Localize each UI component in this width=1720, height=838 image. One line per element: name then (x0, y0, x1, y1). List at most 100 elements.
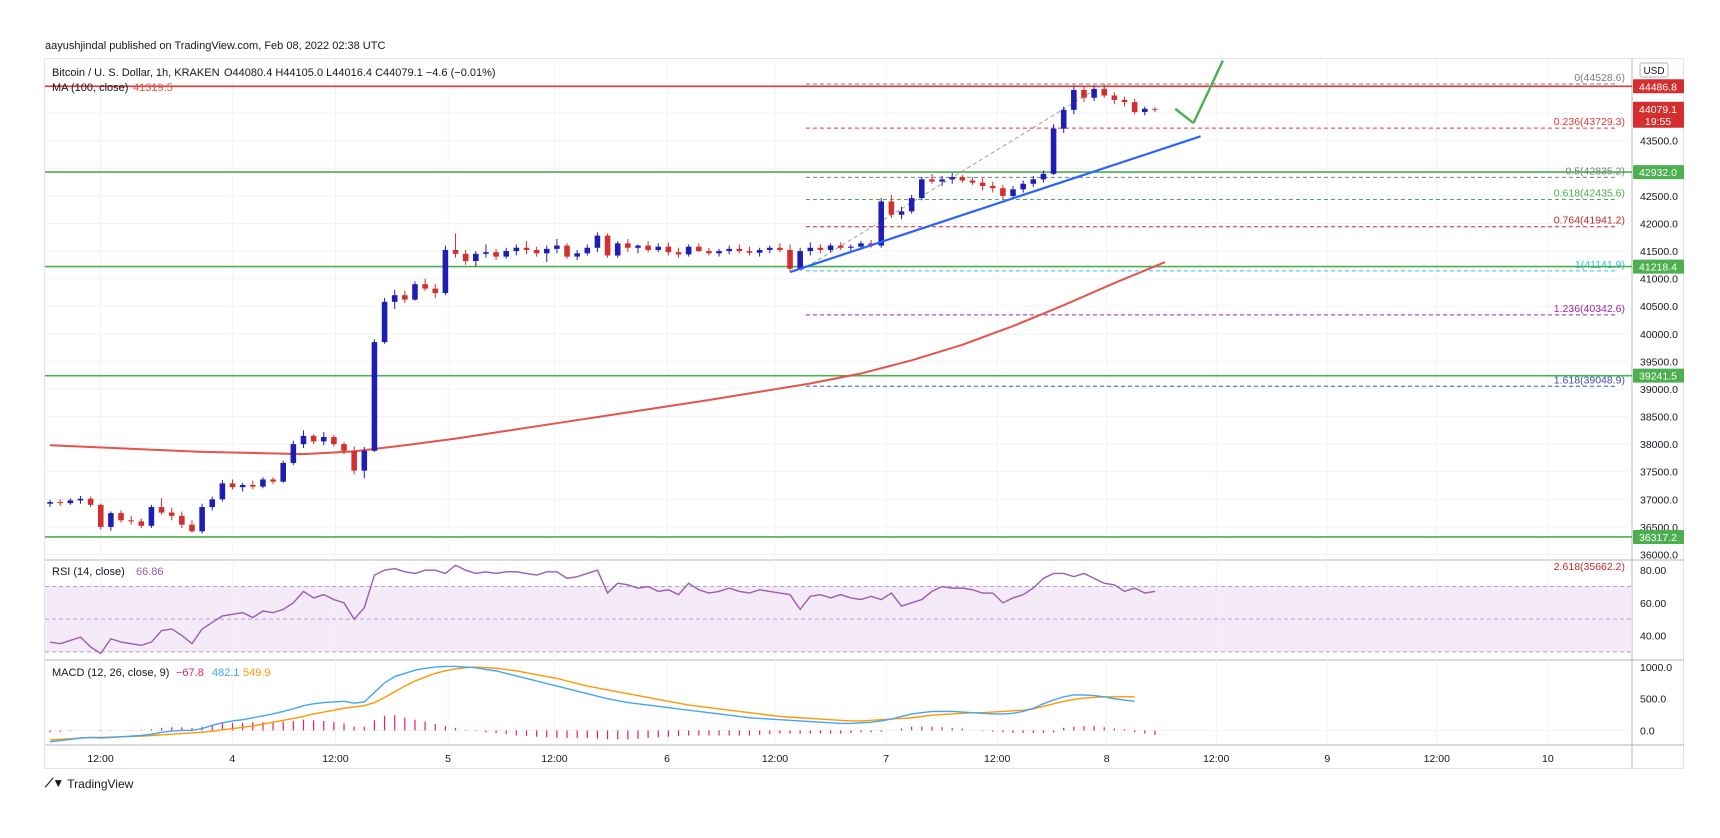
candle (625, 238, 631, 253)
candle-body (462, 253, 469, 262)
candle-body (716, 251, 722, 254)
price-badge-label: 41218.4 (1639, 262, 1677, 274)
candle (290, 440, 297, 466)
macd-signal-line (50, 666, 1135, 741)
candle-body (827, 245, 834, 250)
candle-body (290, 444, 297, 463)
y-tick-label: 37500.0 (1640, 467, 1678, 479)
price-badge-label: 39241.5 (1639, 371, 1677, 383)
candle-body (148, 507, 155, 526)
y-tick-label: 43500.0 (1640, 136, 1678, 148)
candle-body (209, 499, 216, 508)
candle (726, 245, 732, 255)
candle (665, 242, 672, 256)
rsi-tick-label: 80.00 (1640, 565, 1666, 577)
x-tick-label: 10 (1542, 753, 1554, 765)
price-badge (1633, 368, 1684, 383)
candle (1000, 184, 1006, 200)
candle-body (473, 253, 479, 262)
candle-body (635, 245, 641, 248)
candle-body (858, 243, 864, 247)
candle-body (361, 450, 368, 471)
x-tick-label: 12:00 (1203, 753, 1229, 765)
footer-brand[interactable]: TradingView (67, 776, 134, 791)
candle-body (696, 246, 702, 252)
candle (452, 233, 459, 258)
fib-label: 2.618(35662.2) (1554, 561, 1625, 573)
candle-body (320, 436, 327, 442)
candle-body (888, 201, 895, 215)
candle (67, 498, 74, 505)
candle-body (189, 524, 195, 532)
candle (594, 232, 601, 253)
candle (523, 241, 530, 255)
candle (473, 251, 479, 267)
price-badge (1633, 165, 1684, 180)
price-badges: 44486.8 44079.119:55 42932.0 41218.4 39241.5… (1633, 79, 1684, 544)
ma-legend-value: 41319.5 (133, 82, 173, 94)
candle-body (1040, 173, 1047, 180)
fib-label: 0(44528.6) (1574, 72, 1625, 84)
candle-body (442, 249, 449, 294)
candle-body (1111, 95, 1118, 100)
candle-body (513, 247, 520, 252)
candle (837, 242, 844, 250)
footer: ⟋▼ TradingView (45, 776, 133, 791)
candle-body (969, 180, 976, 183)
candle-body (412, 284, 418, 300)
rsi-tick-label: 60.00 (1640, 598, 1666, 610)
candle-body (848, 246, 854, 248)
candle-body (989, 185, 996, 189)
x-tick-label: 12:00 (87, 753, 113, 765)
candle-body (1121, 99, 1128, 103)
candle-body (280, 462, 286, 482)
candle (1071, 85, 1077, 115)
candle-body (239, 484, 246, 488)
candle (97, 503, 104, 530)
fib-label: 1(41141.9) (1575, 259, 1625, 271)
candle-body (726, 248, 732, 252)
candle-body (219, 483, 226, 500)
candle (1040, 170, 1047, 183)
horizontal-levels (45, 85, 1632, 538)
candle (675, 247, 682, 258)
candle (168, 507, 175, 521)
projection-up (1192, 60, 1224, 124)
macd-pane: 1000.0 500.0 0.0 MACD (12, 26, close, 9) −67… (45, 662, 1672, 743)
tradingview-logo-icon: ⟋▼ (45, 776, 64, 790)
candle (1060, 106, 1067, 134)
candle-body (949, 177, 955, 180)
candle-body (1020, 183, 1026, 190)
candle-body (402, 295, 408, 300)
candle (706, 247, 712, 256)
candle-body (645, 245, 651, 250)
symbol-legend: Bitcoin / U. S. Dollar, 1h, KRAKEN (52, 67, 220, 79)
candle-body (685, 246, 692, 255)
candle-body (604, 235, 611, 256)
candle-body (878, 201, 885, 246)
candle (1091, 85, 1097, 102)
candle (422, 278, 428, 291)
candle-body (777, 247, 783, 250)
rsi-tick-label: 40.00 (1640, 631, 1666, 643)
candle (189, 520, 195, 533)
candle (381, 297, 388, 344)
candle-body (351, 450, 357, 471)
y-tick-label: 39500.0 (1640, 356, 1678, 368)
candle-body (57, 502, 63, 504)
candle (898, 206, 905, 220)
macd-legend-hist: 549.9 (243, 667, 271, 679)
y-tick-label: 42500.0 (1640, 191, 1678, 203)
candle (564, 243, 570, 259)
candle (442, 245, 449, 296)
macd-tick-label: 1000.0 (1640, 662, 1672, 674)
candle (777, 243, 783, 253)
x-tick-label: 4 (229, 753, 235, 765)
candle-body (706, 251, 712, 254)
candle-body (1142, 108, 1148, 113)
candle-body (371, 342, 378, 451)
candle (696, 243, 702, 253)
candle-body (746, 251, 753, 253)
candle (635, 244, 641, 254)
